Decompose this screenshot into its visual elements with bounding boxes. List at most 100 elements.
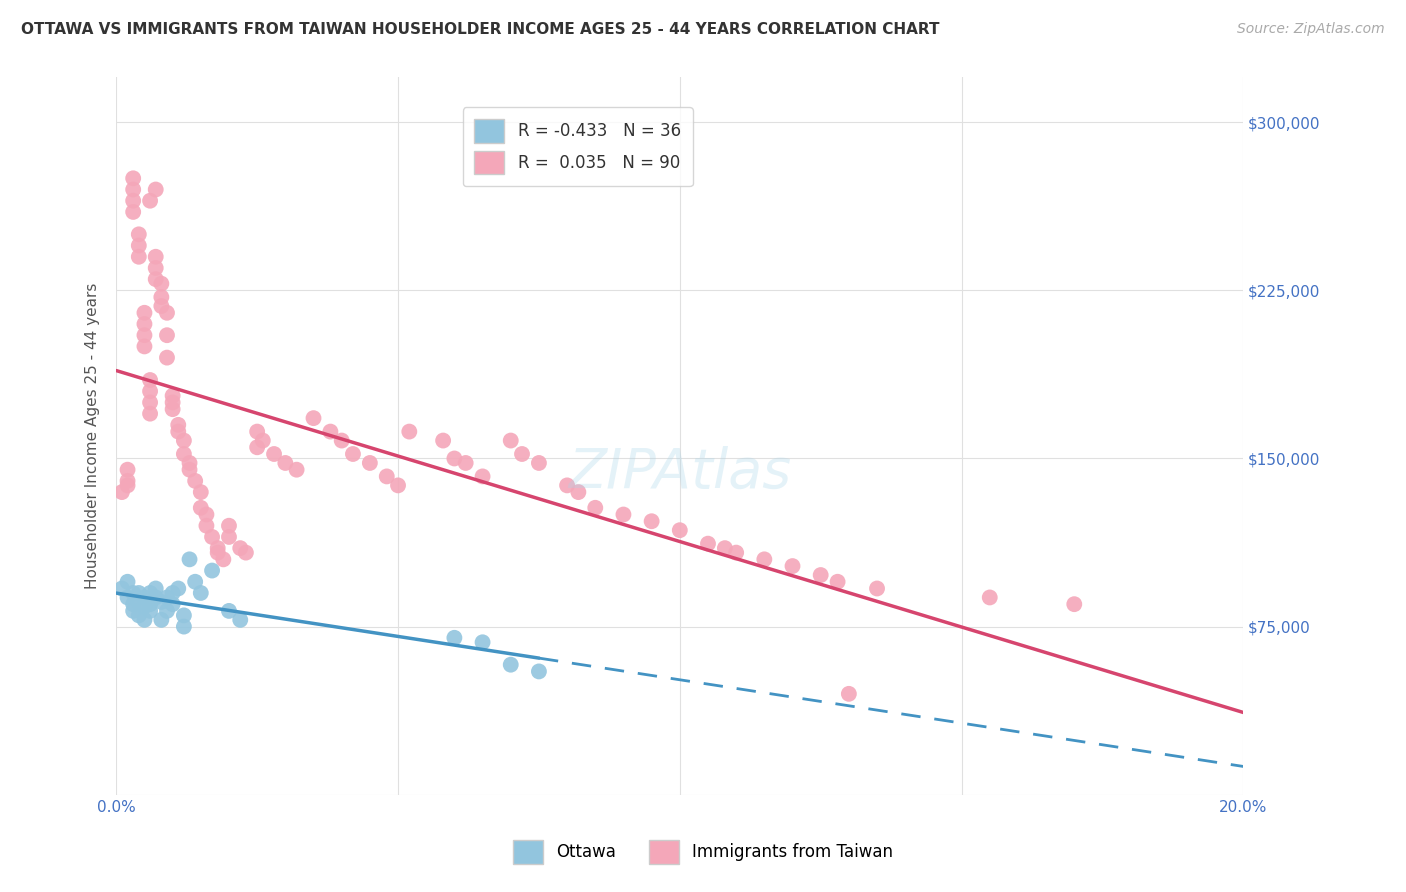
Point — [156, 328, 179, 343]
Point — [252, 434, 274, 448]
Point — [263, 447, 285, 461]
Point — [134, 328, 156, 343]
Point — [499, 657, 522, 672]
Point — [207, 546, 229, 560]
Point — [128, 227, 150, 242]
Point — [117, 574, 139, 589]
Point — [359, 456, 381, 470]
Legend: Ottawa, Immigrants from Taiwan: Ottawa, Immigrants from Taiwan — [506, 833, 900, 871]
Point — [139, 194, 162, 208]
Point — [184, 474, 207, 488]
Point — [139, 597, 162, 611]
Point — [179, 552, 201, 566]
Point — [697, 536, 720, 550]
Point — [117, 463, 139, 477]
Point — [134, 317, 156, 331]
Point — [454, 456, 477, 470]
Point — [190, 485, 212, 500]
Point — [782, 559, 804, 574]
Point — [117, 591, 139, 605]
Point — [274, 456, 297, 470]
Point — [139, 604, 162, 618]
Point — [229, 541, 252, 556]
Point — [139, 384, 162, 399]
Point — [838, 687, 860, 701]
Point — [111, 582, 134, 596]
Point — [128, 250, 150, 264]
Point — [567, 485, 589, 500]
Point — [111, 485, 134, 500]
Point — [443, 451, 465, 466]
Point — [162, 389, 184, 403]
Point — [128, 595, 150, 609]
Point — [527, 665, 550, 679]
Point — [319, 425, 342, 439]
Point — [128, 608, 150, 623]
Point — [179, 463, 201, 477]
Point — [398, 425, 420, 439]
Point — [190, 586, 212, 600]
Text: Source: ZipAtlas.com: Source: ZipAtlas.com — [1237, 22, 1385, 37]
Point — [134, 599, 156, 614]
Point — [387, 478, 409, 492]
Point — [184, 574, 207, 589]
Point — [218, 604, 240, 618]
Point — [866, 582, 889, 596]
Point — [122, 604, 145, 618]
Point — [162, 395, 184, 409]
Point — [162, 597, 184, 611]
Point — [810, 568, 832, 582]
Point — [122, 205, 145, 219]
Point — [827, 574, 849, 589]
Point — [612, 508, 634, 522]
Point — [190, 500, 212, 515]
Point — [156, 604, 179, 618]
Point — [443, 631, 465, 645]
Point — [246, 440, 269, 454]
Point — [218, 530, 240, 544]
Point — [128, 238, 150, 252]
Point — [375, 469, 398, 483]
Point — [139, 407, 162, 421]
Point — [122, 171, 145, 186]
Point — [640, 514, 662, 528]
Text: ZIPAtlas: ZIPAtlas — [568, 445, 792, 499]
Point — [162, 402, 184, 417]
Point — [134, 306, 156, 320]
Point — [218, 518, 240, 533]
Point — [150, 277, 173, 291]
Point — [122, 182, 145, 196]
Point — [167, 582, 190, 596]
Point — [471, 469, 494, 483]
Text: OTTAWA VS IMMIGRANTS FROM TAIWAN HOUSEHOLDER INCOME AGES 25 - 44 YEARS CORRELATI: OTTAWA VS IMMIGRANTS FROM TAIWAN HOUSEHO… — [21, 22, 939, 37]
Point — [122, 586, 145, 600]
Point — [207, 541, 229, 556]
Point — [714, 541, 737, 556]
Point — [145, 250, 167, 264]
Point — [173, 434, 195, 448]
Point — [134, 339, 156, 353]
Point — [145, 582, 167, 596]
Point — [471, 635, 494, 649]
Point — [139, 395, 162, 409]
Point — [432, 434, 454, 448]
Point — [302, 411, 325, 425]
Point — [134, 613, 156, 627]
Point — [173, 447, 195, 461]
Point — [150, 290, 173, 304]
Point — [156, 306, 179, 320]
Point — [229, 613, 252, 627]
Point — [156, 591, 179, 605]
Point — [167, 417, 190, 432]
Legend: R = -0.433   N = 36, R =  0.035   N = 90: R = -0.433 N = 36, R = 0.035 N = 90 — [463, 107, 693, 186]
Point — [150, 299, 173, 313]
Point — [527, 456, 550, 470]
Point — [145, 260, 167, 275]
Point — [510, 447, 533, 461]
Point — [555, 478, 578, 492]
Point — [212, 552, 235, 566]
Point — [173, 608, 195, 623]
Point — [150, 613, 173, 627]
Point — [246, 425, 269, 439]
Point — [201, 530, 224, 544]
